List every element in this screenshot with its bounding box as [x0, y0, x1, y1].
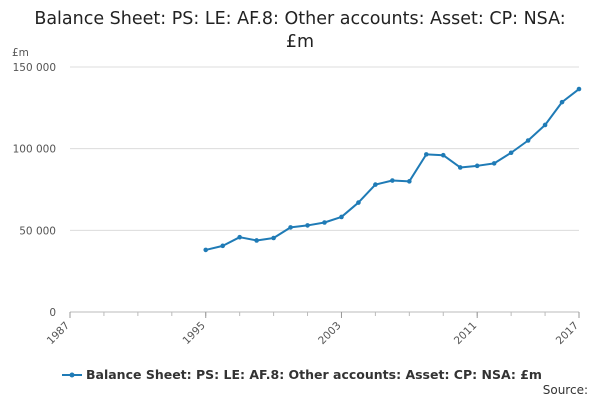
- y-tick-label: 50 000: [19, 225, 56, 237]
- x-tick-label: 2003: [316, 320, 343, 347]
- x-tick-label: 1995: [180, 320, 207, 347]
- data-point[interactable]: [440, 152, 446, 158]
- data-point[interactable]: [322, 220, 327, 225]
- grid-lines: [70, 66, 579, 231]
- data-point[interactable]: [508, 150, 514, 156]
- y-tick-label: 0: [49, 307, 56, 319]
- chart-title: Balance Sheet: PS: LE: AF.8: Other accou…: [34, 9, 566, 52]
- data-point[interactable]: [305, 223, 310, 228]
- data-point[interactable]: [407, 179, 412, 184]
- data-point[interactable]: [559, 99, 565, 105]
- y-tick-label: 150 000: [13, 62, 56, 74]
- data-point[interactable]: [576, 86, 582, 92]
- data-point[interactable]: [271, 235, 276, 241]
- data-point[interactable]: [254, 238, 259, 243]
- legend[interactable]: Balance Sheet: PS: LE: AF.8: Other accou…: [62, 367, 542, 382]
- data-point[interactable]: [288, 225, 293, 230]
- legend-swatch: [62, 372, 82, 377]
- data-point[interactable]: [220, 243, 225, 249]
- y-tick-label: 100 000: [13, 144, 56, 156]
- data-point[interactable]: [491, 161, 497, 166]
- x-tick-label: 2017: [554, 320, 581, 347]
- series-line: [205, 88, 580, 251]
- data-point[interactable]: [339, 214, 344, 220]
- data-point[interactable]: [457, 165, 463, 170]
- legend-label: Balance Sheet: PS: LE: AF.8: Other accou…: [86, 367, 542, 382]
- x-tick-label: 2011: [452, 320, 479, 347]
- data-point[interactable]: [474, 163, 480, 169]
- data-point[interactable]: [525, 138, 531, 143]
- data-point[interactable]: [356, 200, 361, 205]
- data-point[interactable]: [424, 152, 429, 157]
- x-tick-label: 1987: [45, 320, 72, 347]
- data-point[interactable]: [542, 122, 548, 128]
- data-point[interactable]: [203, 247, 209, 253]
- axes: 0 50 000 100 000 150 000 1987 1995 2003 2011 201…: [13, 62, 582, 347]
- data-point[interactable]: [373, 182, 378, 187]
- series-layer: [203, 86, 582, 253]
- y-unit-label: £m: [12, 47, 29, 59]
- source-label: Source:: [542, 383, 588, 397]
- data-point[interactable]: [390, 178, 395, 183]
- data-point[interactable]: [237, 234, 242, 240]
